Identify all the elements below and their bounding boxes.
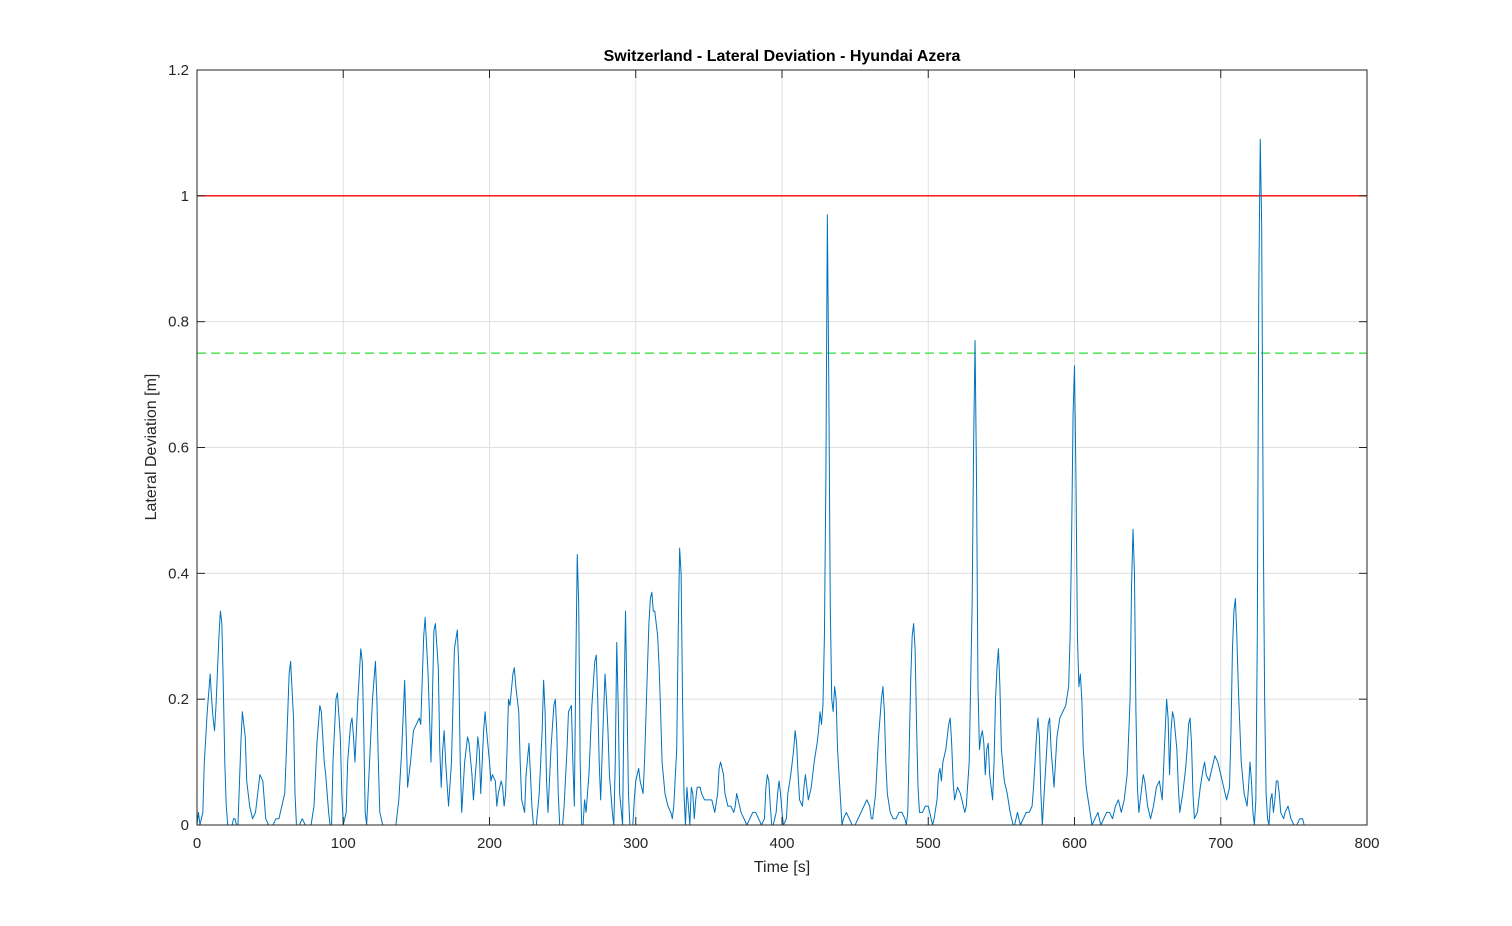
y-tick-label: 0.2 xyxy=(168,691,189,708)
x-tick-label: 200 xyxy=(477,835,502,852)
y-tick-label: 0 xyxy=(181,817,189,834)
chart-title: Switzerland - Lateral Deviation - Hyunda… xyxy=(604,48,961,65)
x-tick-label: 300 xyxy=(623,835,648,852)
x-tick-label: 500 xyxy=(916,835,941,852)
y-tick-label: 0.6 xyxy=(168,440,189,457)
x-tick-label: 800 xyxy=(1354,835,1379,852)
y-tick-label: 1 xyxy=(181,188,189,205)
x-tick-label: 100 xyxy=(331,835,356,852)
series-group xyxy=(196,138,1305,826)
y-tick-label: 0.4 xyxy=(168,565,189,582)
x-tick-label: 700 xyxy=(1208,835,1233,852)
x-tick-label: 600 xyxy=(1062,835,1087,852)
x-tick-labels: 0 100 200 300 400 500 600 700 800 xyxy=(193,835,1380,852)
y-axis-label: Lateral Deviation [m] xyxy=(143,374,160,521)
x-tick-label: 0 xyxy=(193,835,201,852)
y-tick-labels: 0 0.2 0.4 0.6 0.8 1 1.2 xyxy=(168,62,189,834)
x-axis-label: Time [s] xyxy=(754,859,810,876)
threshold-lines xyxy=(197,195,1367,354)
y-tick-label: 0.8 xyxy=(168,314,189,331)
x-tick-label: 400 xyxy=(769,835,794,852)
lateral-deviation-line xyxy=(196,138,1305,826)
y-tick-label: 1.2 xyxy=(168,62,189,79)
ticks xyxy=(196,69,1368,826)
